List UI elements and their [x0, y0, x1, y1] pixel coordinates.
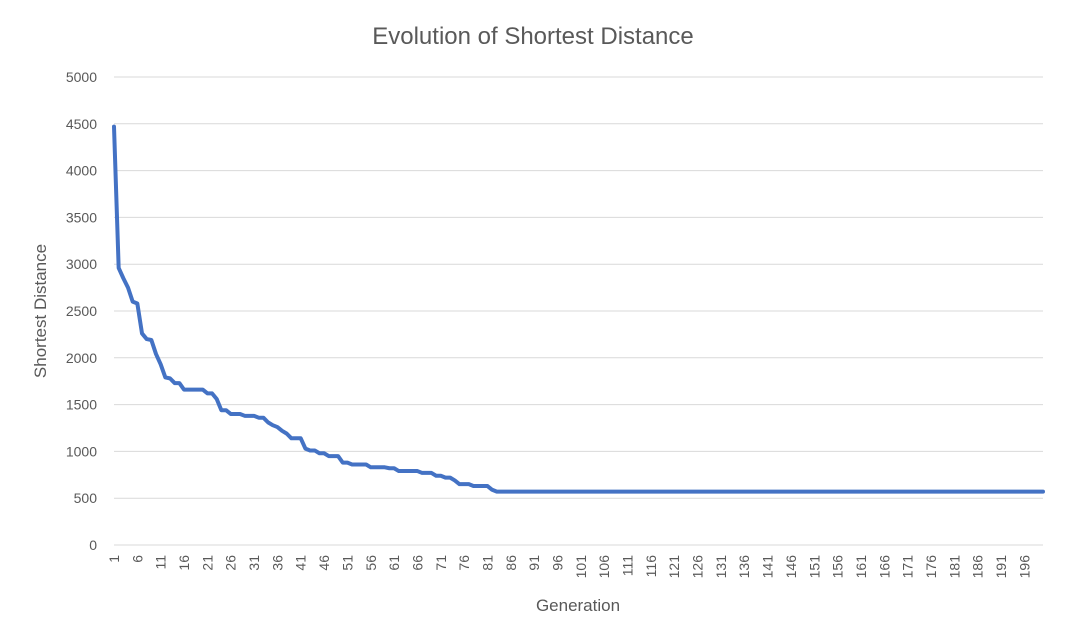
x-tick-label: 86	[503, 555, 519, 571]
y-tick-label: 1500	[66, 397, 97, 413]
x-tick-label: 136	[736, 555, 752, 579]
x-tick-label: 131	[713, 555, 729, 579]
x-tick-label: 71	[433, 555, 449, 571]
x-tick-label: 181	[946, 555, 962, 579]
x-tick-label: 196	[1016, 555, 1032, 579]
x-tick-label: 156	[830, 555, 846, 579]
x-tick-label: 26	[223, 555, 239, 571]
x-tick-label: 171	[900, 555, 916, 579]
y-tick-label: 3500	[66, 209, 97, 225]
x-tick-label: 186	[970, 555, 986, 579]
x-tick-label: 91	[526, 555, 542, 571]
y-tick-label: 2500	[66, 303, 97, 319]
x-tick-label: 11	[153, 555, 169, 570]
x-tick-label: 146	[783, 555, 799, 579]
x-tick-label: 116	[643, 555, 659, 578]
x-tick-label: 66	[409, 555, 425, 571]
x-tick-label: 81	[479, 555, 495, 571]
chart-title: Evolution of Shortest Distance	[372, 23, 694, 50]
x-tick-label: 166	[876, 555, 892, 579]
y-axis-ticks: 0 500 1000 1500 2000 2500 3000 3500 4000 4500 5000	[66, 69, 97, 553]
x-tick-label: 176	[923, 555, 939, 579]
x-axis-title: Generation	[536, 596, 620, 615]
x-tick-label: 21	[199, 555, 215, 571]
x-tick-label: 76	[456, 555, 472, 571]
y-tick-label: 5000	[66, 69, 97, 85]
x-tick-label: 101	[573, 555, 589, 579]
x-tick-label: 161	[853, 555, 869, 579]
x-tick-label: 46	[316, 555, 332, 571]
x-tick-label: 36	[269, 555, 285, 571]
x-tick-label: 96	[549, 555, 565, 571]
x-tick-label: 51	[339, 555, 355, 571]
y-tick-label: 1000	[66, 443, 97, 459]
x-tick-label: 61	[386, 555, 402, 571]
x-tick-label: 41	[293, 555, 309, 571]
y-tick-label: 0	[89, 537, 97, 553]
y-tick-label: 4500	[66, 116, 97, 132]
gridlines	[114, 76, 1043, 546]
x-tick-label: 151	[806, 555, 822, 579]
y-tick-label: 4000	[66, 163, 97, 179]
x-tick-label: 111	[620, 555, 636, 576]
x-tick-label: 121	[666, 555, 682, 579]
x-tick-label: 31	[246, 555, 262, 571]
y-tick-label: 2000	[66, 350, 97, 366]
x-tick-label: 191	[993, 555, 1009, 579]
y-tick-label: 500	[74, 490, 98, 506]
x-tick-label: 1	[106, 555, 122, 563]
y-tick-label: 3000	[66, 256, 97, 272]
x-tick-label: 141	[760, 555, 776, 579]
series-line	[112, 124, 1045, 494]
y-axis-title: Shortest Distance	[31, 244, 50, 378]
x-tick-label: 126	[690, 555, 706, 579]
x-tick-label: 56	[363, 555, 379, 571]
x-axis-ticks: 1 6 11 16 21 26 31 36 41 46 51 56 61 66 71 76 81 86 91 96 10…	[106, 555, 1032, 579]
x-tick-label: 6	[129, 555, 145, 563]
x-tick-label: 16	[176, 555, 192, 571]
x-tick-label: 106	[596, 555, 612, 579]
